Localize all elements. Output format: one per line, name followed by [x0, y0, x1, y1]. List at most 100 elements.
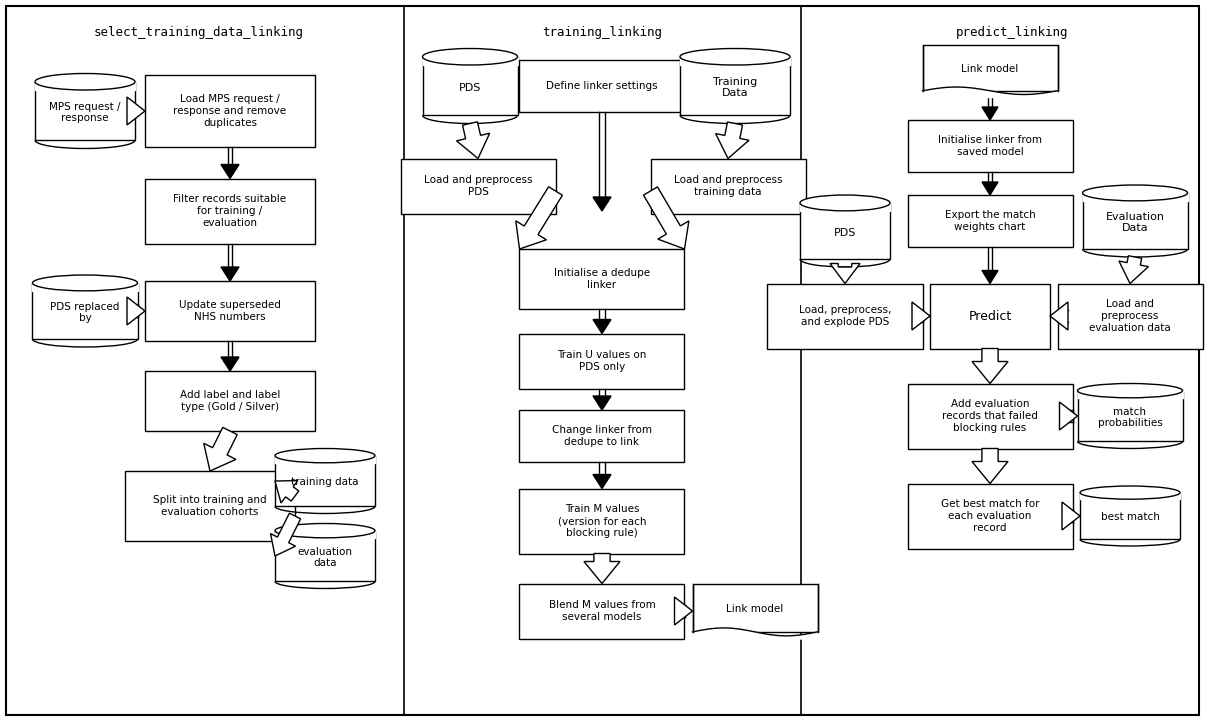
Bar	[519, 583, 684, 639]
Bar	[693, 583, 817, 632]
Bar	[930, 283, 1050, 348]
Text: predict_linking: predict_linking	[956, 26, 1069, 39]
Bar	[907, 384, 1072, 448]
Polygon shape	[584, 554, 621, 583]
Polygon shape	[912, 302, 930, 330]
Bar	[800, 203, 890, 259]
Ellipse shape	[680, 48, 790, 65]
Ellipse shape	[33, 275, 137, 291]
Text: Blend M values from
several models: Blend M values from several models	[548, 600, 656, 622]
Bar	[923, 45, 1058, 91]
Bar	[907, 484, 1072, 549]
Polygon shape	[1119, 256, 1148, 283]
Bar	[519, 60, 684, 112]
Polygon shape	[675, 597, 693, 625]
Text: Link model: Link model	[962, 64, 1018, 74]
Text: Load and
preprocess
evaluation data: Load and preprocess evaluation data	[1089, 299, 1171, 332]
Polygon shape	[1062, 502, 1080, 530]
Bar	[907, 195, 1072, 247]
Bar	[1077, 391, 1182, 441]
Polygon shape	[593, 197, 611, 211]
Bar	[145, 281, 315, 341]
Polygon shape	[830, 263, 860, 283]
Polygon shape	[593, 396, 611, 410]
Ellipse shape	[35, 74, 135, 90]
Polygon shape	[457, 122, 489, 159]
Text: Training
Data: Training Data	[713, 77, 757, 99]
Polygon shape	[1059, 402, 1077, 430]
Text: MPS request /
response: MPS request / response	[49, 102, 120, 123]
Ellipse shape	[423, 48, 517, 65]
Text: evaluation
data: evaluation data	[298, 547, 353, 568]
Text: training_linking: training_linking	[542, 26, 663, 39]
Bar	[400, 159, 556, 213]
Text: match
probabilities: match probabilities	[1098, 407, 1163, 428]
Bar	[1080, 492, 1180, 539]
Polygon shape	[1050, 302, 1068, 330]
Ellipse shape	[275, 523, 375, 538]
Bar	[125, 471, 295, 541]
Bar	[519, 410, 684, 462]
Text: Load MPS request /
response and remove
duplicates: Load MPS request / response and remove d…	[174, 94, 287, 128]
Bar	[1082, 193, 1187, 249]
Bar	[145, 179, 315, 244]
Bar	[1058, 283, 1203, 348]
Polygon shape	[982, 182, 998, 195]
Polygon shape	[972, 448, 1009, 484]
Text: PDS replaced
by: PDS replaced by	[51, 302, 119, 324]
Bar	[519, 249, 684, 309]
Bar	[680, 57, 790, 115]
Polygon shape	[221, 357, 239, 371]
Polygon shape	[593, 474, 611, 489]
Text: Update superseded
NHS numbers: Update superseded NHS numbers	[180, 300, 281, 322]
Text: Load, preprocess,
and explode PDS: Load, preprocess, and explode PDS	[799, 305, 892, 327]
Bar	[519, 334, 684, 389]
Polygon shape	[127, 297, 145, 325]
Polygon shape	[221, 267, 239, 281]
Ellipse shape	[275, 448, 375, 463]
Text: Load and preprocess
training data: Load and preprocess training data	[674, 175, 782, 197]
Ellipse shape	[1077, 384, 1182, 398]
Bar	[145, 75, 315, 147]
Polygon shape	[982, 107, 998, 120]
Text: Add label and label
type (Gold / Silver): Add label and label type (Gold / Silver)	[180, 390, 281, 412]
Text: best match: best match	[1100, 513, 1159, 522]
Text: Train M values
(version for each
blocking rule): Train M values (version for each blockin…	[558, 505, 646, 538]
Bar	[907, 120, 1072, 172]
Polygon shape	[127, 97, 145, 125]
Polygon shape	[716, 122, 750, 159]
Text: Export the match
weights chart: Export the match weights chart	[945, 211, 1035, 231]
Polygon shape	[275, 481, 299, 503]
Text: Predict: Predict	[969, 309, 1012, 322]
Polygon shape	[972, 348, 1009, 384]
Text: Define linker settings: Define linker settings	[546, 81, 658, 91]
Bar	[275, 456, 375, 506]
Text: Load and preprocess
PDS: Load and preprocess PDS	[424, 175, 533, 197]
Text: training data: training data	[292, 477, 359, 487]
Text: select_training_data_linking: select_training_data_linking	[94, 26, 304, 39]
Polygon shape	[204, 428, 237, 471]
Bar	[519, 489, 684, 554]
Polygon shape	[516, 187, 563, 249]
Text: Link model: Link model	[727, 604, 783, 614]
Ellipse shape	[800, 195, 890, 211]
Polygon shape	[643, 187, 689, 249]
Bar	[145, 371, 315, 431]
Bar	[651, 159, 805, 213]
Bar	[35, 81, 135, 141]
Bar	[275, 531, 375, 581]
Text: Filter records suitable
for training /
evaluation: Filter records suitable for training / e…	[174, 195, 287, 228]
Text: Evaluation
Data: Evaluation Data	[1105, 212, 1164, 234]
Text: Add evaluation
records that failed
blocking rules: Add evaluation records that failed block…	[942, 399, 1038, 433]
Bar	[768, 283, 923, 348]
Polygon shape	[982, 270, 998, 283]
Text: Change linker from
dedupe to link: Change linker from dedupe to link	[552, 425, 652, 447]
Text: PDS: PDS	[834, 228, 857, 238]
Polygon shape	[221, 164, 239, 179]
Text: Get best match for
each evaluation
record: Get best match for each evaluation recor…	[941, 500, 1039, 533]
Text: Initialise a dedupe
linker: Initialise a dedupe linker	[554, 268, 649, 290]
Ellipse shape	[1080, 486, 1180, 499]
Bar	[423, 57, 517, 115]
Polygon shape	[593, 319, 611, 334]
Text: Split into training and
evaluation cohorts: Split into training and evaluation cohor…	[153, 495, 266, 517]
